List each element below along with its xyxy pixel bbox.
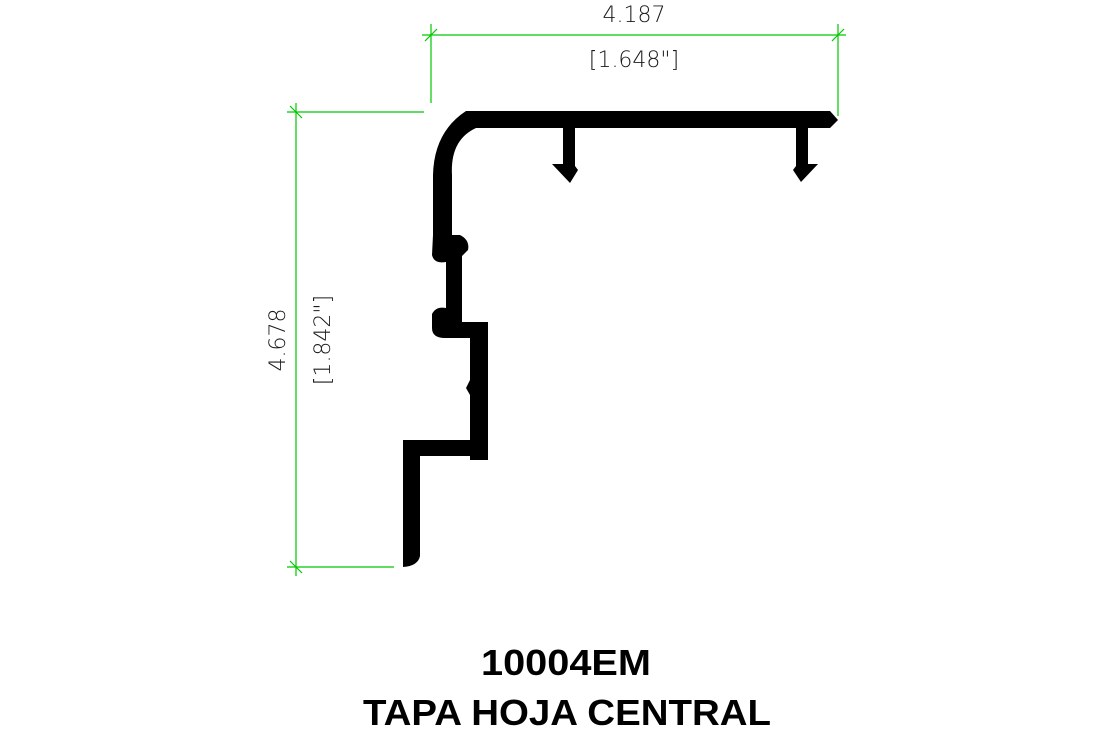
height-dimension: 4.678 [1.842"] (266, 103, 424, 576)
profile-foot (403, 440, 488, 567)
part-code: 10004EM (481, 642, 651, 683)
profile-stem (432, 235, 488, 460)
width-tick-right (831, 28, 845, 42)
width-imperial-label: [1.648"] (589, 48, 679, 73)
height-imperial-label: [1.842"] (311, 295, 336, 385)
height-tick-bottom (289, 560, 303, 574)
width-metric-label: 4.187 (603, 3, 666, 28)
width-dimension: 4.187 [1.648"] (422, 3, 846, 116)
profile-hook-right (793, 128, 818, 182)
profile-section (403, 111, 838, 567)
profile-top-flange (433, 111, 838, 235)
title-block: 10004EM TAPA HOJA CENTRAL (363, 642, 771, 733)
height-tick-top (289, 105, 303, 119)
height-metric-label: 4.678 (266, 309, 291, 372)
part-name: TAPA HOJA CENTRAL (363, 692, 771, 733)
width-tick-left (424, 28, 438, 42)
profile-hook-left (552, 128, 578, 183)
